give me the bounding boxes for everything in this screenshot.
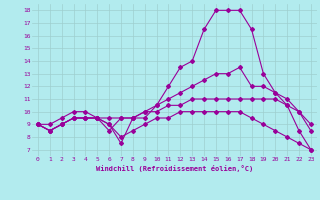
X-axis label: Windchill (Refroidissement éolien,°C): Windchill (Refroidissement éolien,°C) (96, 165, 253, 172)
